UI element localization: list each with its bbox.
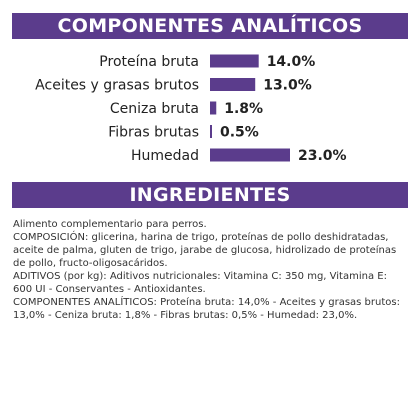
ingredients-text: Alimento complementario para perros. COM… [13, 218, 408, 322]
composition-text: COMPOSICIÓN: glicerina, harina de trigo,… [13, 232, 397, 269]
additives-text: ADITIVOS (por kg): Aditivos nutricionale… [13, 271, 387, 295]
value-label: 0.5% [220, 125, 259, 141]
analytic-components-text: COMPONENTES ANALÍTICOS: Proteína bruta: … [13, 297, 400, 321]
value-bar [210, 125, 212, 138]
category-label: Fibras brutas [108, 125, 199, 141]
value-label: 23.0% [298, 148, 347, 164]
value-label: 14.0% [267, 54, 316, 70]
ingredients-banner: INGREDIENTES [12, 182, 408, 208]
value-label: 13.0% [263, 78, 312, 94]
product-description: Alimento complementario para perros. [13, 219, 207, 230]
value-bar [210, 78, 256, 91]
category-label: Ceniza bruta [110, 101, 199, 117]
analytic-components-chart: Proteína bruta 14.0% Aceites y grasas brut… [35, 54, 347, 164]
value-bar [210, 54, 259, 68]
category-label: Aceites y grasas brutos [35, 78, 199, 94]
category-label: Humedad [131, 148, 199, 164]
analytic-components-banner: COMPONENTES ANALÍTICOS [12, 13, 408, 39]
value-label: 1.8% [224, 101, 263, 117]
value-bar [210, 148, 290, 162]
category-label: Proteína bruta [99, 54, 199, 70]
value-bar [210, 101, 217, 115]
